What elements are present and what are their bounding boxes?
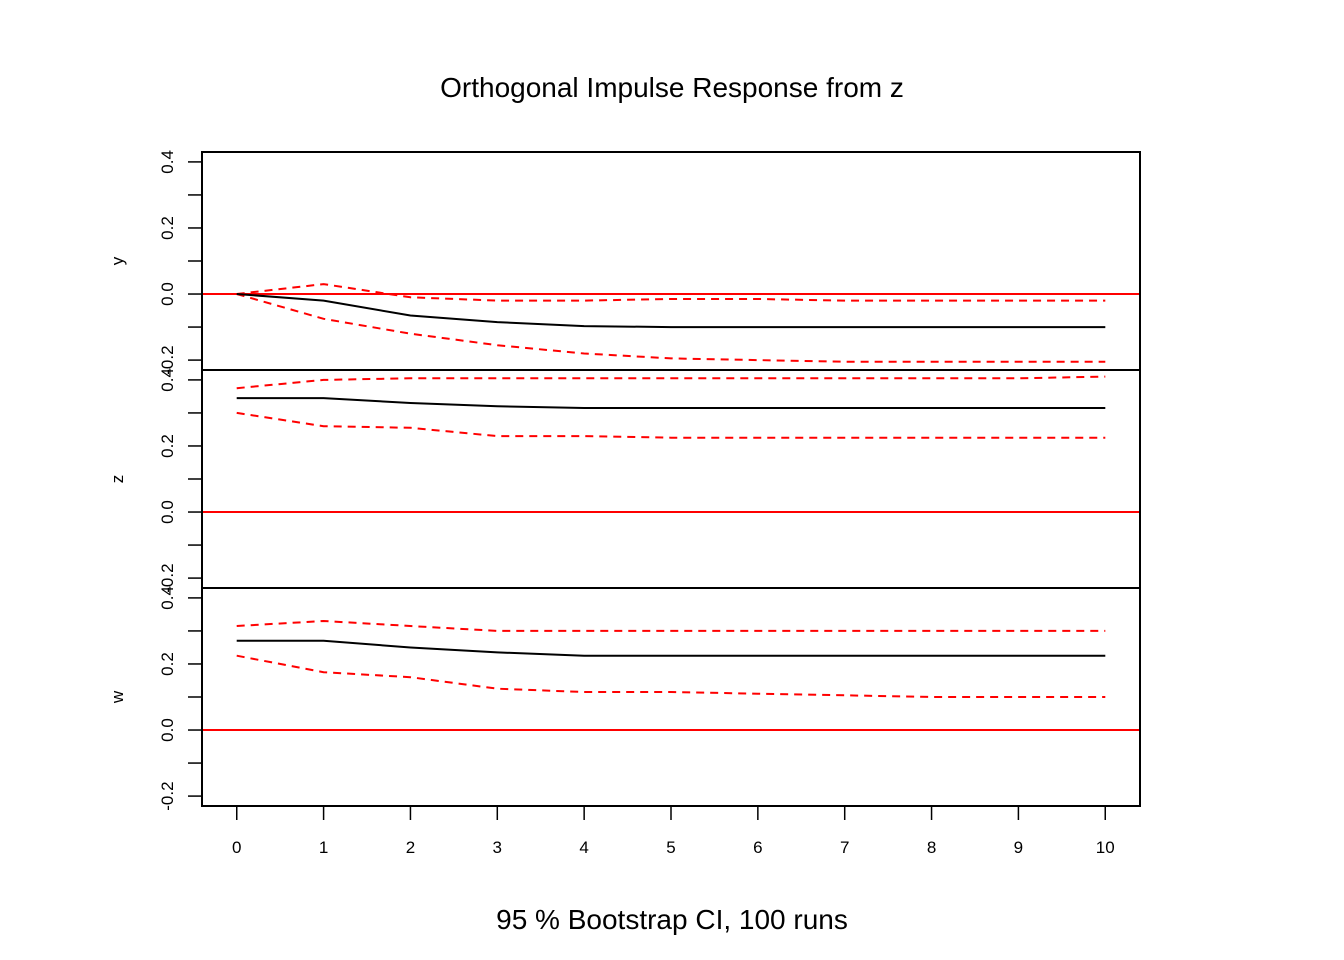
y-tick-label: 0.0 — [158, 500, 177, 524]
ci-upper-y — [236, 283, 1106, 302]
x-tick-label: 3 — [493, 838, 502, 857]
response-line-w — [236, 639, 1106, 657]
x-axis: 0 1 2 3 4 5 6 7 8 9 10 — [232, 806, 1115, 857]
response-line-z — [236, 397, 1106, 409]
y-tick-label: -0.2 — [158, 345, 177, 374]
y-tick-label: 0.2 — [158, 652, 177, 676]
x-tick-label: 4 — [579, 838, 588, 857]
y-tick-label: 0.0 — [158, 718, 177, 742]
ci-upper-z — [236, 375, 1106, 390]
x-tick-label: 5 — [666, 838, 675, 857]
ci-lower-w — [236, 654, 1106, 698]
x-tick-label: 10 — [1096, 838, 1115, 857]
plot-frame — [201, 151, 1141, 807]
chart-title: Orthogonal Impulse Response from z — [440, 72, 904, 103]
y-tick-label: -0.2 — [158, 563, 177, 592]
ci-lower-z — [236, 411, 1106, 439]
panel-label-z: z — [108, 475, 127, 484]
y-tick-label: 0.4 — [158, 586, 177, 610]
x-tick-label: 9 — [1014, 838, 1023, 857]
ci-upper-w — [236, 619, 1106, 632]
y-tick-label: 0.2 — [158, 434, 177, 458]
x-tick-label: 7 — [840, 838, 849, 857]
x-tick-label: 6 — [753, 838, 762, 857]
panel-z: -0.2 0.0 0.2 0.4 z — [108, 368, 1140, 593]
panel-y: -0.2 0.0 0.2 0.4 y — [108, 150, 1140, 375]
y-tick-label: 0.4 — [158, 150, 177, 174]
panel-label-w: w — [108, 690, 127, 704]
y-tick-label: 0.4 — [158, 368, 177, 392]
panel-w: -0.2 0.0 0.2 0.4 w — [108, 586, 1140, 811]
x-tick-label: 2 — [406, 838, 415, 857]
y-tick-label: 0.2 — [158, 216, 177, 240]
response-line-y — [236, 293, 1106, 329]
y-tick-label: -0.2 — [158, 781, 177, 810]
panel-label-y: y — [108, 256, 127, 265]
ci-lower-y — [236, 293, 1106, 363]
x-tick-label: 1 — [319, 838, 328, 857]
y-tick-label: 0.0 — [158, 282, 177, 306]
chart-subtitle: 95 % Bootstrap CI, 100 runs — [496, 904, 848, 935]
x-tick-label: 0 — [232, 838, 241, 857]
panels-group: -0.2 0.0 0.2 0.4 y -0.2 0.0 0.2 0.4 z -0.2 0.0 0.2 0.… — [108, 150, 1140, 811]
x-tick-label: 8 — [927, 838, 936, 857]
